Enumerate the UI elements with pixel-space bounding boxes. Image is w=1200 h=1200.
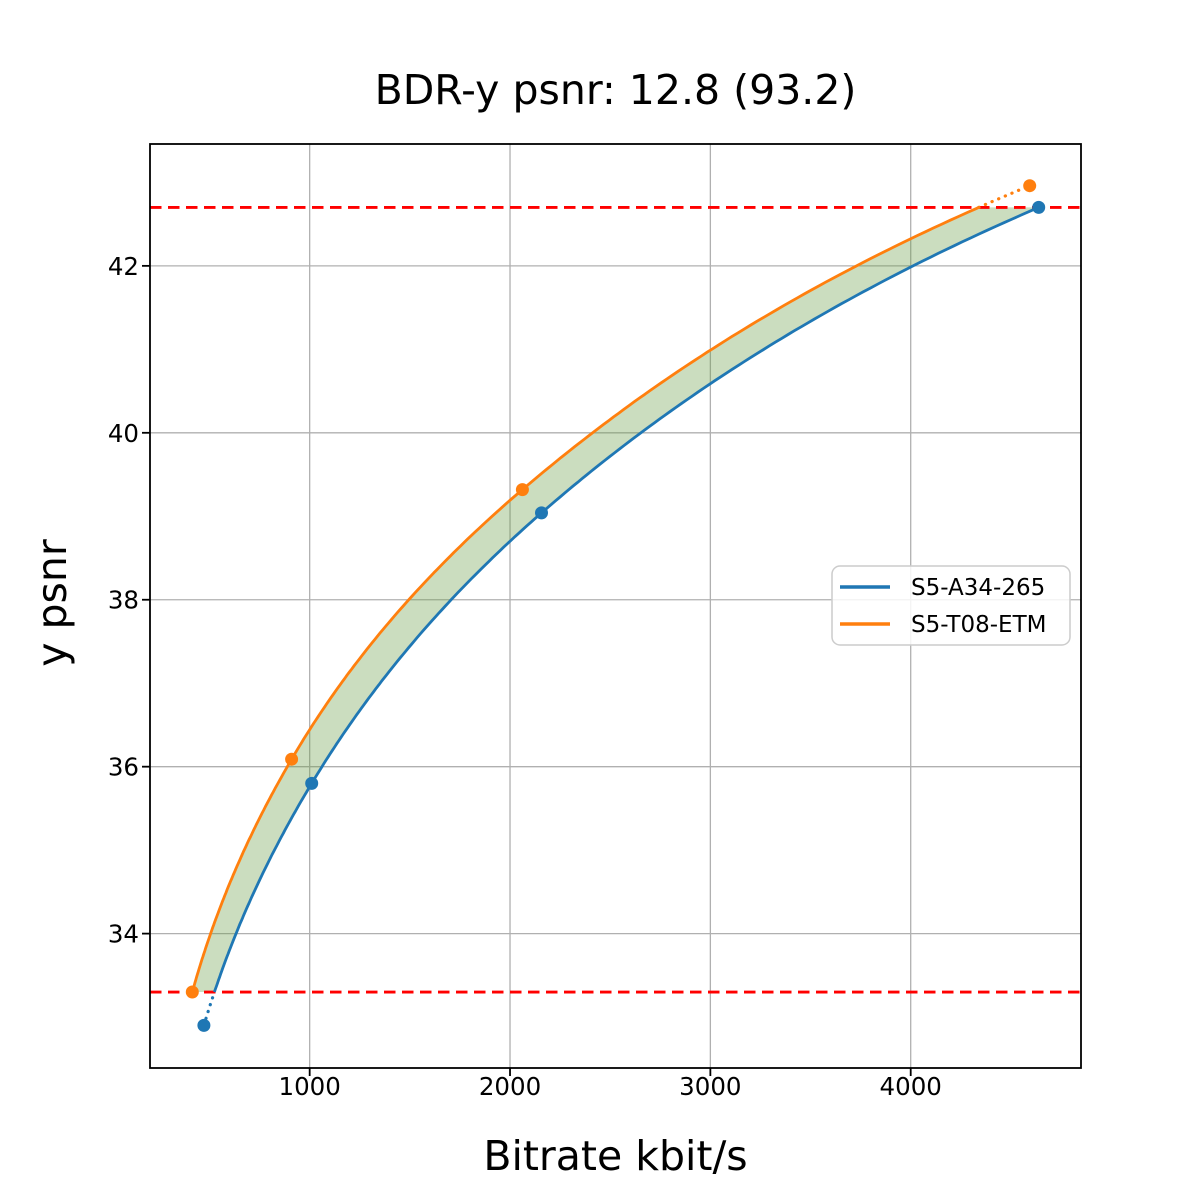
y-tick-label-42: 42: [108, 252, 139, 281]
data-point-markers: [185, 179, 1046, 1032]
x-tick-label-1000: 1000: [278, 1072, 340, 1101]
legend-label-s5-a34-265: S5-A34-265: [911, 575, 1045, 601]
data-point-s5-t08-etm-1: [285, 752, 299, 766]
curve-s5-a34-265-solid-1: [213, 206, 1040, 993]
data-point-s5-t08-etm-2: [515, 483, 529, 497]
y-axis-label: y psnr: [28, 539, 76, 667]
data-point-s5-a34-265-0: [197, 1018, 211, 1032]
y-tick-label-40: 40: [108, 419, 139, 448]
x-tick-label-3000: 3000: [679, 1072, 741, 1101]
legend-label-s5-t08-etm: S5-T08-ETM: [911, 612, 1046, 638]
axis-tick-labels: 1000 2000 3000 4000 34 36 38 40 42: [108, 252, 942, 1101]
x-tick-label-2000: 2000: [479, 1072, 541, 1101]
data-point-s5-a34-265-3: [1032, 200, 1046, 214]
x-tick-label-4000: 4000: [880, 1072, 942, 1101]
data-point-s5-t08-etm-3: [1023, 179, 1037, 193]
data-point-s5-t08-etm-0: [185, 985, 199, 999]
data-point-s5-a34-265-1: [305, 776, 319, 790]
axis-ticks: [142, 264, 912, 1076]
curve-s5-t08-etm-solid-0: [190, 206, 980, 993]
x-axis-label: Bitrate kbit/s: [483, 1132, 747, 1180]
chart-title: BDR-y psnr: 12.8 (93.2): [375, 66, 857, 114]
plot-border: [149, 143, 1082, 1069]
legend: S5-A34-265 S5-T08-ETM: [831, 565, 1071, 646]
curve-s5-t08-etm-dotted-1: [977, 184, 1032, 209]
y-tick-label-38: 38: [108, 586, 139, 615]
y-tick-label-34: 34: [108, 920, 139, 949]
gridlines: [150, 144, 1081, 1068]
data-point-s5-a34-265-2: [535, 506, 548, 520]
reference-lines: [150, 206, 1081, 994]
legend-box: [831, 565, 1071, 646]
y-tick-label-36: 36: [108, 753, 139, 782]
